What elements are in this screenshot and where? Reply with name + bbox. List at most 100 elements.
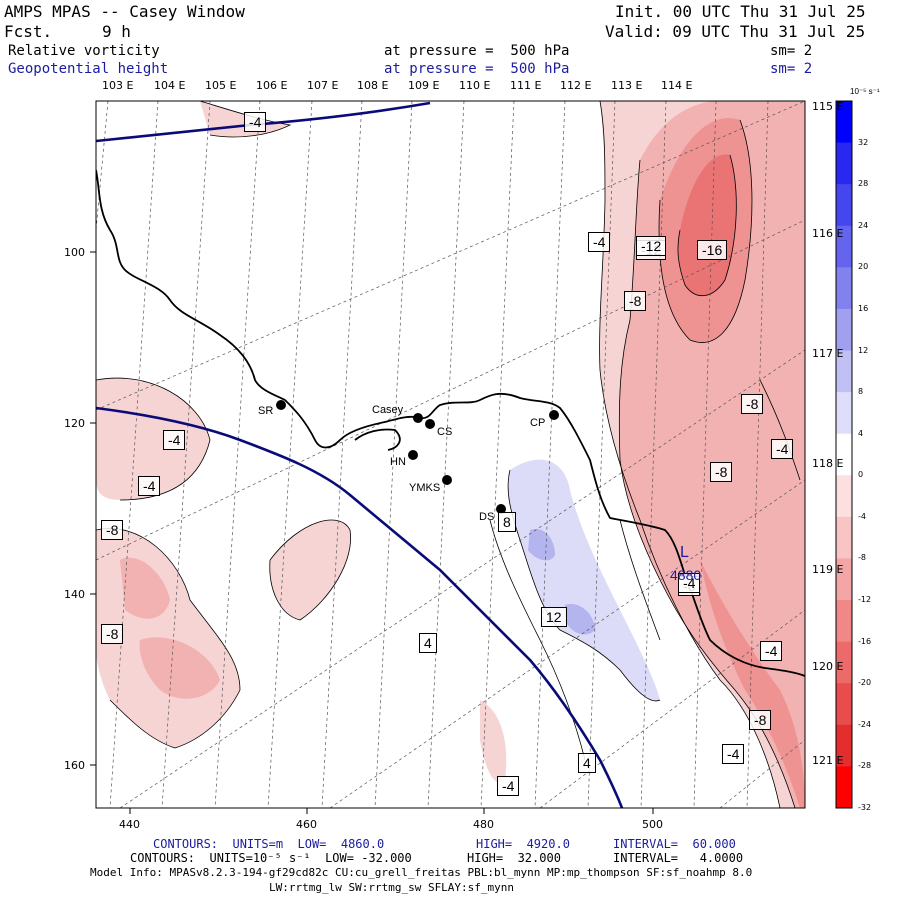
negative-vorticity-shading-strong [677,154,737,296]
station-marker [276,400,286,410]
lon-label: 109 E [408,79,440,92]
contour-value-label: 4 [419,633,437,653]
x-tick-label: 440 [119,818,140,831]
lon-label: 105 E [205,79,237,92]
station-label: YMKS [409,482,441,494]
lon-label: 114 E [661,79,693,92]
height-contour-interval: INTERVAL= 60.000 [613,837,736,851]
field2-smoothing: sm= 2 [770,61,813,77]
lon-label: 104 E [154,79,186,92]
lon-label: 107 E [307,79,339,92]
y-tick-label: 120 [64,417,85,430]
colorbar-swatch [836,683,852,726]
colorbar-swatch [836,516,852,559]
contour-value-label: -8 [624,291,647,311]
lon-label: 110 E [459,79,491,92]
colorbar-label: 16 [858,303,869,313]
field2-name: Geopotential height [8,61,169,77]
height-contour-high: HIGH= 4920.0 [476,837,570,851]
contour-value-label: -8 [101,520,124,540]
field1-smoothing: sm= 2 [770,43,813,59]
station-label: Casey [372,404,404,416]
colorbar-label: -24 [858,719,872,729]
valid-time: Valid: 09 UTC Thu 31 Jul 25 [605,22,866,41]
vorticity-contour-info: CONTOURS: UNITS=10⁻⁵ s⁻¹ LOW= -32.000 [130,851,412,865]
forecast-label: Fcst. [4,22,53,41]
colorbar-label: 0 [858,470,864,480]
contour-value-label: -4 [497,776,520,796]
x-tick-label: 500 [642,818,663,831]
map-plot-area [96,101,805,808]
graticule [96,101,805,808]
y-tick-label: 160 [64,759,85,772]
contour-value-label: -4 [163,430,186,450]
contour-value-label: -4 [588,232,611,252]
colorbar-label: 8 [858,387,864,397]
vorticity-contour-high: HIGH= 32.000 [467,851,561,865]
lon-label: 112 E [560,79,592,92]
contour-value-label: -4 [760,641,783,661]
vorticity-colorbar [835,100,853,809]
plot-frame [95,100,806,809]
contour-value-label: -16 [697,240,728,260]
colorbar-swatch [836,392,852,435]
colorbar-label: -28 [858,761,872,771]
contour-value-label: -8 [101,624,124,644]
colorbar-swatch [836,142,852,185]
station-label: SR [258,405,274,417]
contour-value-label: 12 [541,607,567,627]
colorbar-label: 12 [858,345,869,355]
coastline [96,169,805,677]
colorbar-swatch [836,267,852,310]
contour-value-label: -4 [771,439,794,459]
colorbar-swatch [836,766,852,809]
lat-label: 117 E [812,347,844,360]
contour-value-label: -8 [749,710,772,730]
lon-label: 106 E [256,79,288,92]
station-label: CP [530,417,546,429]
low-center-value: 4880 [670,567,702,583]
positive-vorticity-shading [508,459,660,701]
contour-value-label: -4 [138,476,161,496]
colorbar-swatch [836,641,852,684]
colorbar-swatch [836,558,852,601]
vorticity-contour-interval: INTERVAL= 4.0000 [613,851,744,865]
lat-label: 120 E [812,660,844,673]
station-marker [549,410,559,420]
map-title: AMPS MPAS -- Casey Window [4,2,245,21]
station-marker [425,419,435,429]
lon-label: 108 E [357,79,389,92]
contour-value-label: -4 [722,744,745,764]
colorbar-label: -12 [858,595,872,605]
colorbar-label: 4 [858,428,864,438]
station-marker [442,475,452,485]
vorticity-contours [96,101,801,808]
colorbar-swatch [836,350,852,393]
colorbar-label: -32 [858,803,872,812]
contour-value-label: -4 [678,573,701,593]
station-marker [408,450,418,460]
station-marker [413,413,423,423]
lat-label: 119 E [812,563,844,576]
lat-label: 115 E [812,100,844,113]
lon-label: 113 E [611,79,643,92]
lat-label: 118 E [812,457,844,470]
colorbar-label: 24 [858,220,869,230]
colorbar-unit: 10⁻⁵ s⁻¹ [850,87,880,96]
lon-label: 103 E [102,79,134,92]
low-center-marker: L [680,544,689,561]
y-tick-label: 100 [64,246,85,259]
colorbar-label: -20 [858,678,872,688]
lon-label: 111 E [510,79,542,92]
colorbar-swatch [836,308,852,352]
y-tick-label: 140 [64,588,85,601]
field1-name: Relative vorticity [8,43,160,59]
x-tick-label: 460 [296,818,317,831]
colorbar-swatch [836,225,852,268]
contour-value-label: -8 [741,394,764,414]
colorbar-label: -16 [858,636,872,646]
x-tick-label: 480 [473,818,494,831]
station-label: HN [390,456,406,468]
contour-value-label: -12 [636,236,667,256]
